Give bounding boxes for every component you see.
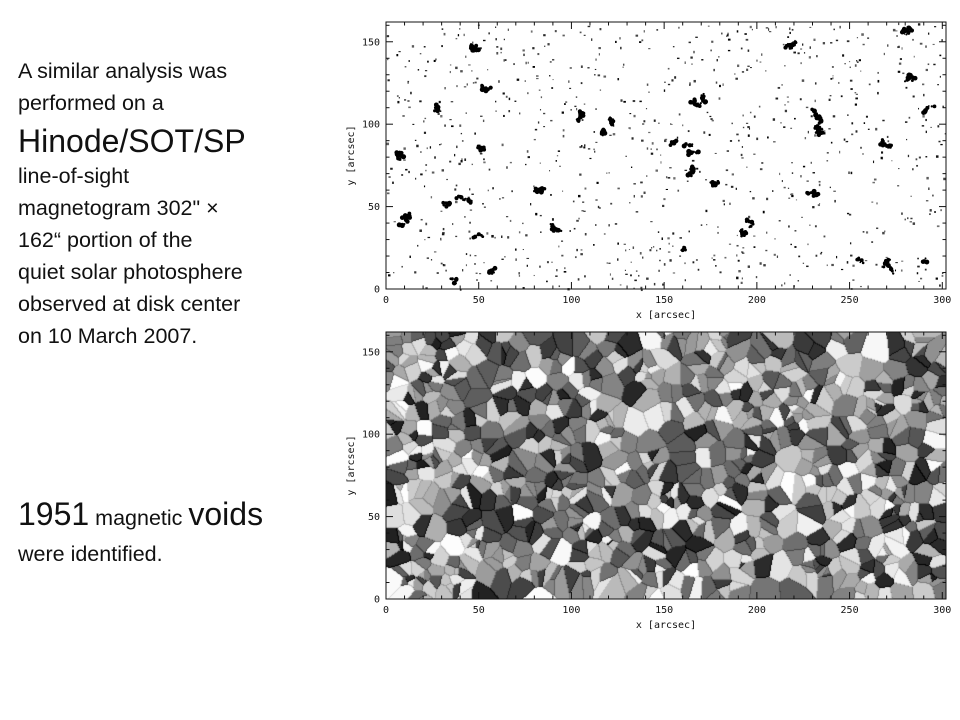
x-tick-label: 50 [473, 605, 485, 616]
para-line: magnetogram 302" × [18, 196, 219, 221]
y-tick-label: 0 [374, 595, 380, 606]
voids-mid-text: magnetic [89, 506, 189, 530]
para-line: on 10 March 2007. [18, 323, 198, 348]
y-tick-label: 100 [362, 120, 380, 131]
voids-segmentation-map [386, 332, 946, 599]
para-line: observed at disk center [18, 291, 241, 316]
x-tick-label: 0 [383, 295, 389, 306]
para-line: line-of-sight [18, 164, 130, 189]
magnetic-features [386, 22, 947, 292]
x-tick-label: 300 [933, 605, 951, 616]
description-paragraph: A similar analysis was performed on a Hi… [18, 56, 338, 352]
y-tick-label: 150 [362, 347, 380, 358]
instrument-name: Hinode/SOT/SP [18, 122, 246, 159]
para-line: 162“ portion of the [18, 228, 193, 253]
x-tick-label: 150 [655, 605, 673, 616]
plot-frame [385, 21, 947, 290]
voids-statement: 1951 magnetic voids were identified. [18, 490, 348, 570]
para-line: A similar analysis was [18, 59, 228, 83]
y-axis-label: y [arcsec] [346, 435, 357, 495]
x-tick-label: 50 [473, 295, 485, 306]
para-line: performed on a [18, 90, 164, 115]
voids-segmentation-plot: 0 50 100 150 200 250 300 0 50 100 150 x [arcsec] y [… [346, 331, 951, 631]
y-tick-label: 50 [368, 202, 380, 213]
voids-tail: were identified. [18, 542, 163, 566]
x-tick-label: 100 [562, 295, 580, 306]
x-tick-label: 250 [841, 295, 859, 306]
x-tick-label: 300 [933, 295, 951, 306]
x-axis-label: x [arcsec] [636, 620, 696, 631]
magnetogram-background [386, 22, 946, 289]
y-axis-label: y [arcsec] [346, 125, 357, 185]
para-line: quiet solar photosphere [18, 259, 243, 284]
plot-frame [385, 331, 947, 600]
x-axis-label: x [arcsec] [636, 310, 696, 321]
magnetogram-figure: 0 50 100 150 200 250 300 0 50 100 150 x [arcsec] y [… [338, 14, 954, 326]
x-tick-label: 150 [655, 295, 673, 306]
voids-count: 1951 [18, 496, 90, 532]
magnetogram-plot: 0 50 100 150 200 250 300 0 50 100 150 x [arcsec] y [… [346, 21, 951, 321]
y-tick-label: 150 [362, 37, 380, 48]
x-tick-label: 200 [748, 295, 766, 306]
x-tick-label: 200 [748, 605, 766, 616]
voids-figure: 0 50 100 150 200 250 300 0 50 100 150 x [arcsec] y [… [338, 324, 954, 636]
x-tick-label: 0 [383, 605, 389, 616]
y-tick-label: 0 [374, 285, 380, 296]
x-tick-label: 250 [841, 605, 859, 616]
y-tick-label: 50 [368, 512, 380, 523]
voids-word: voids [188, 496, 264, 532]
x-tick-label: 100 [562, 605, 580, 616]
y-tick-label: 100 [362, 430, 380, 441]
